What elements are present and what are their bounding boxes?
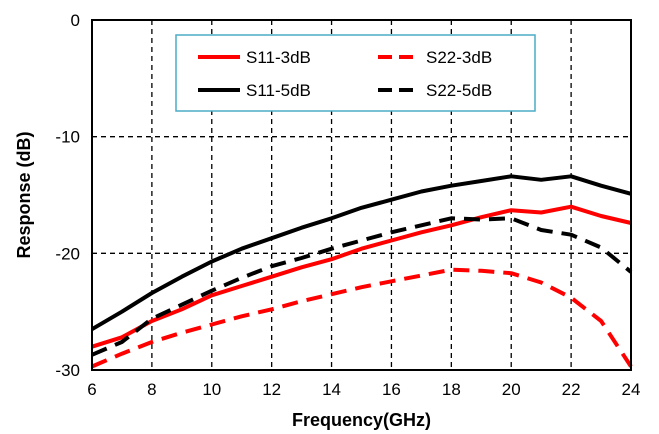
series-line-s11-5db [90,174,632,331]
legend-label: S11-5dB [246,81,311,100]
x-tick-label: 18 [442,380,461,399]
series-layer [90,174,633,369]
y-tick-label: -30 [55,361,80,380]
ticks: 6 8 10 12 14 16 18 20 22 24 0 -10 -20 -30 [55,11,640,399]
legend: S11-3dB S22-3dB S11-5dB S22-5dB [175,34,536,112]
legend-label: S22-3dB [426,48,492,67]
x-axis-title: Frequency(GHz) [292,410,431,430]
x-tick-label: 20 [502,380,521,399]
x-tick-label: 24 [622,380,641,399]
x-tick-label: 8 [147,380,156,399]
series-line-s11-3db [91,204,632,349]
legend-label: S11-3dB [246,48,311,67]
y-tick-label: 0 [71,11,80,30]
x-tick-label: 16 [382,380,401,399]
series-line-s22-3db [91,267,633,369]
y-tick-label: -10 [55,128,80,147]
x-tick-label: 22 [562,380,581,399]
x-tick-label: 6 [87,380,96,399]
x-tick-label: 10 [202,380,221,399]
legend-box [175,34,536,112]
x-tick-label: 14 [322,380,341,399]
legend-label: S22-5dB [426,81,492,100]
series-line-s22-5db [91,216,633,357]
y-tick-label: -20 [55,244,80,263]
y-axis-title: Response (dB) [14,131,34,258]
plot-frame [91,19,632,371]
x-tick-label: 12 [262,380,281,399]
